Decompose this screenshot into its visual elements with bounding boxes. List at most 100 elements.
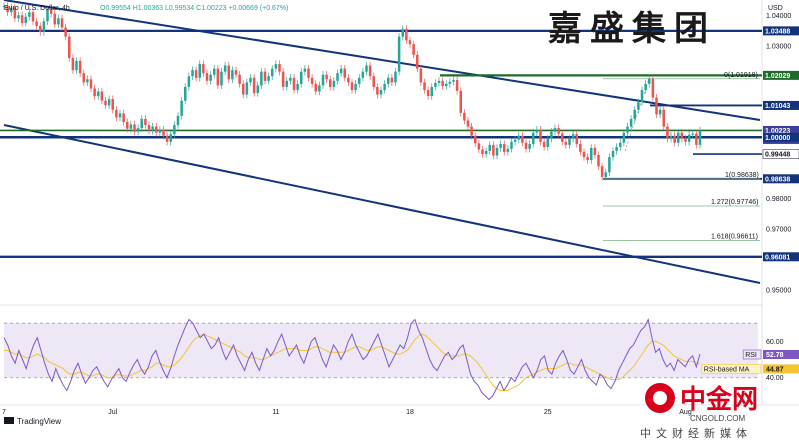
time-tick-7: 7 [2,409,6,416]
rsi-ma-name-label: RSI-based MA [704,366,750,373]
candle [133,120,136,136]
candle [245,78,249,99]
candle [104,96,107,109]
candle [640,86,644,106]
candle [303,64,307,76]
candle [336,69,339,85]
candle [17,11,20,22]
time-axis[interactable]: 7Jul111825Aug8152226Sep12 [2,409,799,416]
candle [281,68,285,91]
rsi-ma-value-badge [763,364,799,374]
level-badge-1.01043 [763,100,799,110]
candle [568,135,571,149]
candle [477,139,481,154]
candle [115,106,118,122]
rsi-value-label: 52.78 [766,352,784,359]
time-tick-Aug: Aug [679,409,692,416]
candle [560,129,564,146]
candle [611,147,615,161]
candle [24,13,28,27]
rsi-line [3,317,701,401]
candle [463,109,466,125]
candle [629,115,633,131]
level-badge-0.96081 [763,252,799,262]
candle [212,64,216,79]
candle [673,132,676,147]
candle [557,124,560,138]
candle [492,141,495,160]
candle [339,64,343,77]
candle [147,121,151,135]
price-tick-0.95000: 0.95000 [766,287,791,294]
price-tick-1.03000: 1.03000 [766,43,791,50]
candle [600,162,604,181]
tradingview-footer[interactable]: TradingView [4,417,61,426]
candle [521,132,524,147]
candle [314,80,318,96]
candle [289,74,292,85]
price-tick-1.04000: 1.04000 [766,13,791,20]
level-label-0.96081: 0.96081 [765,254,790,261]
candle [154,122,158,137]
candle [231,66,234,83]
candle [183,83,187,105]
candle [615,143,618,155]
candle [437,77,441,87]
upper-trendline[interactable] [3,0,761,121]
candle [684,135,687,146]
time-tick-11: 11 [272,409,279,416]
candle [71,54,75,74]
candle [430,83,434,100]
candle [2,2,6,10]
candle [227,61,231,83]
candle [191,66,194,80]
candle [597,151,600,170]
price-tick-0.97000: 0.97000 [766,226,791,233]
candle [531,129,535,148]
candle [506,145,510,156]
candle [622,129,626,147]
candle [390,74,394,87]
candle [158,125,162,137]
candle [502,140,506,156]
candle [499,140,502,152]
fib-label-1(0.98638): 1(0.98638) [725,172,759,179]
candle [205,69,209,85]
candle [64,23,67,41]
candle [46,5,49,26]
candle [144,115,147,129]
candle [466,116,470,131]
candle [296,80,299,94]
candle [49,5,53,18]
candle [350,78,354,94]
candle [470,122,473,140]
rsi-ma-name-badge [701,364,762,374]
candle [691,129,695,139]
fib-label-1.272(0.97746): 1.272(0.97746) [711,199,758,206]
candle [285,77,289,91]
candle [169,130,173,146]
cngold-logo-text: 中金网 [680,384,758,415]
candle [528,140,531,153]
candle [307,64,310,82]
time-tick-18: 18 [406,409,414,416]
candle [608,153,611,176]
candle [78,57,82,77]
candle [310,74,314,88]
candle [524,139,528,153]
candle [434,79,437,91]
candle [165,132,169,146]
fib-label-0(1.01918): 0(1.01918) [724,72,758,79]
level-badge-1.02029 [763,70,799,80]
candle [452,76,455,86]
candle [20,11,24,27]
fib-extension: 0(1.01918) 1(0.98638) 1.272(0.97746) 1.618(… [603,72,760,241]
candle [582,148,586,161]
level-label-1.00000: 1.00000 [765,135,790,142]
candle [666,122,669,143]
candle [444,80,448,90]
candle [220,68,223,90]
level-label-1.00223: 1.00223 [765,128,790,135]
cngold-logo-inner [653,391,667,405]
